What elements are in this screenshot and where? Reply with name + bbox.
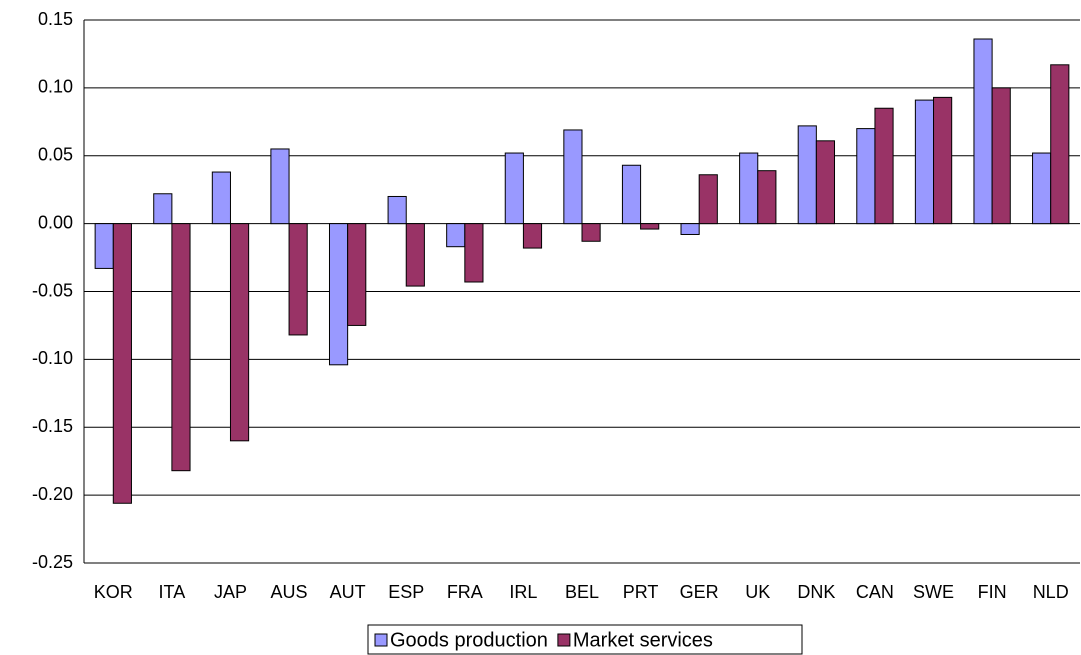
y-tick-label: 0.10 bbox=[38, 77, 73, 97]
bar bbox=[270, 148, 290, 225]
x-tick-label: CAN bbox=[856, 582, 894, 602]
x-tick-label: JAP bbox=[214, 582, 247, 602]
bar bbox=[464, 223, 484, 283]
x-tick-label: FRA bbox=[447, 582, 483, 602]
legend-label: Market services bbox=[573, 629, 713, 651]
bar bbox=[856, 128, 876, 225]
y-tick-label: -0.25 bbox=[32, 552, 73, 572]
x-tick-label: AUT bbox=[330, 582, 366, 602]
y-tick-label: 0.15 bbox=[38, 9, 73, 29]
x-tick-label: PRT bbox=[623, 582, 659, 602]
legend-swatch bbox=[374, 633, 388, 647]
bar bbox=[680, 223, 700, 235]
bar bbox=[405, 223, 425, 287]
y-tick-label: -0.20 bbox=[32, 484, 73, 504]
bar bbox=[153, 193, 173, 225]
bar bbox=[211, 171, 231, 225]
x-tick-label: GER bbox=[680, 582, 719, 602]
bar bbox=[914, 99, 935, 225]
y-tick-label: -0.05 bbox=[32, 280, 73, 300]
x-tick-label: DNK bbox=[797, 582, 835, 602]
y-tick-label: 0.05 bbox=[38, 145, 73, 165]
x-tick-label: AUS bbox=[271, 582, 308, 602]
bar bbox=[1032, 152, 1052, 225]
bar bbox=[739, 152, 759, 225]
bar bbox=[815, 140, 836, 225]
x-tick-label: BEL bbox=[565, 582, 599, 602]
x-tick-label: UK bbox=[745, 582, 770, 602]
bar bbox=[504, 152, 524, 225]
bar bbox=[347, 223, 367, 326]
bar bbox=[94, 223, 114, 269]
bar bbox=[288, 223, 308, 336]
bar bbox=[112, 223, 132, 504]
bar bbox=[171, 223, 191, 472]
bar bbox=[581, 223, 601, 242]
bar bbox=[328, 223, 349, 366]
legend-swatch bbox=[557, 633, 571, 647]
bar bbox=[1050, 64, 1070, 225]
bar bbox=[698, 174, 718, 225]
x-tick-label: ITA bbox=[159, 582, 186, 602]
x-tick-label: NLD bbox=[1033, 582, 1069, 602]
bar bbox=[522, 223, 543, 249]
bar bbox=[797, 125, 817, 225]
legend-label: Goods production bbox=[390, 629, 548, 651]
x-tick-label: IRL bbox=[509, 582, 537, 602]
x-tick-label: ESP bbox=[388, 582, 424, 602]
x-tick-label: SWE bbox=[913, 582, 954, 602]
bar bbox=[640, 223, 660, 230]
bar bbox=[757, 170, 777, 225]
y-tick-label: -0.15 bbox=[32, 416, 73, 436]
bar bbox=[933, 96, 953, 225]
legend-box bbox=[367, 624, 803, 655]
bar bbox=[387, 195, 407, 225]
bar bbox=[229, 223, 250, 442]
y-tick-label: -0.10 bbox=[32, 348, 73, 368]
bar bbox=[446, 223, 466, 248]
x-tick-label: KOR bbox=[94, 582, 133, 602]
bar bbox=[973, 38, 993, 225]
bar bbox=[621, 164, 642, 225]
bar bbox=[991, 87, 1011, 225]
bar bbox=[874, 107, 894, 225]
y-tick-label: 0.00 bbox=[38, 212, 73, 232]
bar bbox=[563, 129, 583, 225]
x-tick-label: FIN bbox=[978, 582, 1007, 602]
